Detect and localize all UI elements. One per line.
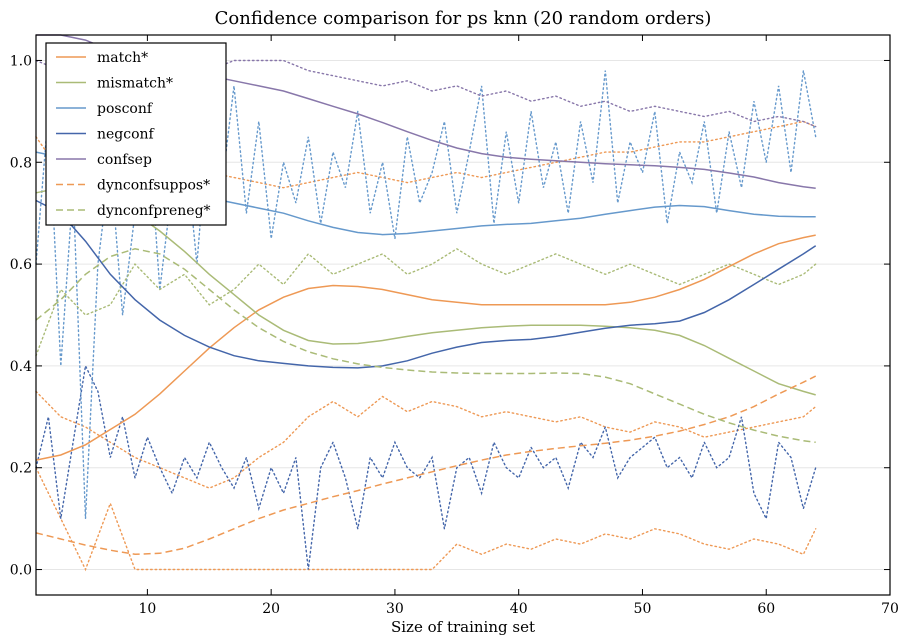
background-trace xyxy=(35,467,817,572)
x-tick-label: 10 xyxy=(138,601,156,617)
x-tick-label: 30 xyxy=(386,601,404,617)
legend-label: match* xyxy=(97,50,148,66)
series-line xyxy=(35,375,817,556)
legend-label: mismatch* xyxy=(97,76,173,92)
x-tick-label: 70 xyxy=(881,601,899,617)
legend-label: dynconfsuppos* xyxy=(97,178,210,194)
plot-frame xyxy=(35,34,891,596)
x-axis-label: Size of training set xyxy=(391,618,535,636)
background-trace xyxy=(35,390,817,489)
legend-label: dynconfpreneg* xyxy=(97,203,211,219)
series-line xyxy=(35,248,816,444)
x-tick-label: 50 xyxy=(634,601,652,617)
background-trace xyxy=(35,70,817,519)
x-tick-label: 60 xyxy=(757,601,775,617)
chart-title: Confidence comparison for ps knn (20 ran… xyxy=(215,8,712,29)
axis-ticks: 10 20 30 40 50 60 70 0.0 0.2 0.4 0.6 0.8 1.0 xyxy=(10,35,899,617)
series-line xyxy=(35,234,816,461)
background-trace xyxy=(35,363,817,570)
y-tick-label: 0.6 xyxy=(10,257,32,273)
y-tick-label: 0.2 xyxy=(10,461,32,477)
background-trace xyxy=(35,247,817,357)
series-line xyxy=(35,186,816,396)
y-tick-label: 0.8 xyxy=(10,155,32,171)
legend: match* mismatch* posconf negconf confsep dync… xyxy=(45,42,227,226)
y-tick-label: 0.0 xyxy=(10,563,32,579)
x-tick-label: 20 xyxy=(262,601,280,617)
legend-label: negconf xyxy=(97,127,156,143)
x-tick-label: 40 xyxy=(510,601,528,617)
legend-label: confsep xyxy=(97,152,152,168)
y-tick-label: 1.0 xyxy=(10,53,32,69)
series-line xyxy=(35,199,817,369)
legend-label: posconf xyxy=(97,101,154,117)
series-lines xyxy=(35,34,817,556)
y-tick-label: 0.4 xyxy=(10,359,32,375)
